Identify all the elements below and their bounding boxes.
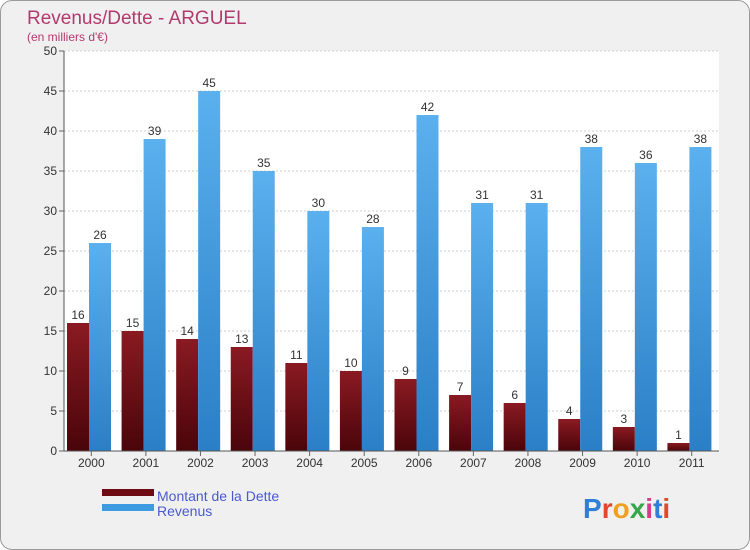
legend-swatch-dette xyxy=(102,489,154,496)
bar-revenus-label: 30 xyxy=(312,196,326,210)
legend-label-dette: Montant de la Dette xyxy=(157,488,279,504)
bar-revenus-label: 39 xyxy=(148,124,162,138)
x-tick-label: 2005 xyxy=(351,456,378,470)
bar-revenus xyxy=(361,227,384,451)
bar-dette-label: 3 xyxy=(620,412,627,426)
svg-text:Proxiti: Proxiti xyxy=(583,493,670,524)
y-tick-label: 30 xyxy=(44,204,58,218)
bar-revenus xyxy=(252,171,275,451)
x-tick-label: 2003 xyxy=(242,456,269,470)
bar-dette-label: 1 xyxy=(675,428,682,442)
legend: Montant de la Dette Revenus xyxy=(102,488,279,519)
bar-revenus-label: 38 xyxy=(585,132,599,146)
bar-revenus-label: 26 xyxy=(93,228,107,242)
bar-dette xyxy=(667,443,690,451)
bar-dette-label: 13 xyxy=(235,332,249,346)
x-tick-label: 2010 xyxy=(624,456,651,470)
bar-revenus-label: 42 xyxy=(421,100,435,114)
chart-subtitle: (en milliers d'€) xyxy=(27,30,108,44)
x-axis: 2000 2001 2002 2003 2004 2005 2006 2007 2008 2009… xyxy=(64,450,719,470)
bar-dette-label: 4 xyxy=(566,404,573,418)
bar-dette xyxy=(558,419,581,451)
chart-title: Revenus/Dette - ARGUEL xyxy=(27,8,247,29)
bar-dette xyxy=(449,395,472,451)
bar-revenus-label: 35 xyxy=(257,156,271,170)
bar-dette-label: 14 xyxy=(180,324,194,338)
bar-revenus xyxy=(307,211,330,451)
y-tick-label: 15 xyxy=(44,324,58,338)
x-tick-label: 2000 xyxy=(78,456,105,470)
x-tick-label: 2001 xyxy=(133,456,160,470)
bar-dette xyxy=(121,331,144,451)
bar-revenus xyxy=(198,91,221,451)
x-tick-label: 2007 xyxy=(460,456,487,470)
y-tick-label: 45 xyxy=(44,84,58,98)
y-tick-label: 40 xyxy=(44,124,58,138)
bar-dette xyxy=(503,403,526,451)
legend-label-revenus: Revenus xyxy=(157,503,212,519)
bar-revenus-label: 28 xyxy=(366,212,380,226)
y-tick-label: 10 xyxy=(44,364,58,378)
bar-revenus xyxy=(634,163,657,451)
bars: 16 26 15 39 14 45 13 35 11 30 10 28 9 42 7 31 6 31 4 38 3 36 1… xyxy=(67,76,712,451)
y-tick-label: 5 xyxy=(50,404,57,418)
bar-revenus xyxy=(580,147,603,451)
y-tick-label: 35 xyxy=(44,164,58,178)
bar-revenus-label: 45 xyxy=(202,76,216,90)
bar-dette-label: 6 xyxy=(511,388,518,402)
bar-dette-label: 16 xyxy=(71,308,85,322)
bar-dette xyxy=(176,339,199,451)
bar-dette-label: 9 xyxy=(402,364,409,378)
bar-dette-label: 7 xyxy=(457,380,464,394)
y-tick-label: 50 xyxy=(44,44,58,58)
bar-revenus xyxy=(471,203,494,451)
bar-revenus xyxy=(525,203,548,451)
legend-swatch-revenus xyxy=(102,504,154,511)
bar-revenus xyxy=(143,139,166,451)
y-tick-label: 0 xyxy=(50,444,57,458)
bar-dette xyxy=(339,371,362,451)
bar-revenus xyxy=(689,147,712,451)
y-tick-label: 20 xyxy=(44,284,58,298)
bar-dette xyxy=(67,323,89,451)
bar-revenus-label: 31 xyxy=(475,188,489,202)
x-tick-label: 2008 xyxy=(515,456,542,470)
y-axis: 0 5 10 15 20 25 30 35 40 45 50 xyxy=(44,44,65,458)
bar-dette xyxy=(394,379,417,451)
y-tick-label: 25 xyxy=(44,244,58,258)
bar-revenus-label: 31 xyxy=(530,188,544,202)
bar-revenus-label: 36 xyxy=(639,148,653,162)
bar-revenus-label: 38 xyxy=(694,132,708,146)
x-tick-label: 2002 xyxy=(187,456,214,470)
bar-dette-label: 10 xyxy=(344,356,358,370)
x-tick-label: 2011 xyxy=(679,456,705,470)
bar-revenus xyxy=(416,115,439,451)
bar-dette-label: 11 xyxy=(290,348,303,362)
x-tick-label: 2006 xyxy=(405,456,432,470)
bar-dette xyxy=(230,347,253,451)
x-tick-label: 2009 xyxy=(569,456,596,470)
bar-dette xyxy=(285,363,308,451)
brand-logo: Proxiti xyxy=(583,493,670,524)
grid xyxy=(64,50,719,452)
bar-dette xyxy=(612,427,635,451)
x-tick-label: 2004 xyxy=(296,456,323,470)
bar-dette-label: 15 xyxy=(126,316,140,330)
bar-revenus xyxy=(89,243,111,451)
